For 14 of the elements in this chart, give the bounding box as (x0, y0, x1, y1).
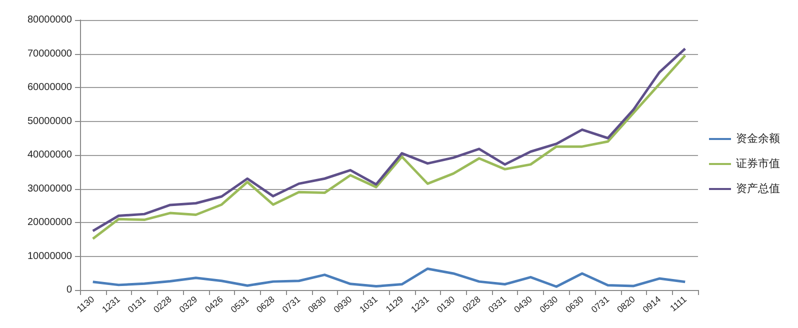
legend-label: 资金余额 (736, 132, 780, 145)
y-tick-label: 80000000 (28, 14, 72, 26)
y-tick-label: 30000000 (28, 183, 72, 194)
x-tick-label: 1111 (668, 294, 688, 314)
y-tick-label: 40000000 (28, 150, 72, 160)
legend-label: 证券市值 (736, 157, 780, 170)
y-tick-label: 70000000 (28, 48, 72, 60)
y-tick-label: 10000000 (28, 250, 72, 262)
legend-label: 资产总值 (736, 182, 780, 195)
y-tick-label: 50000000 (28, 116, 72, 127)
y-tick-label: 60000000 (28, 82, 72, 93)
y-tick-label: 20000000 (28, 217, 72, 228)
line-series (92, 267, 686, 288)
y-tick-label: 0 (66, 284, 72, 296)
